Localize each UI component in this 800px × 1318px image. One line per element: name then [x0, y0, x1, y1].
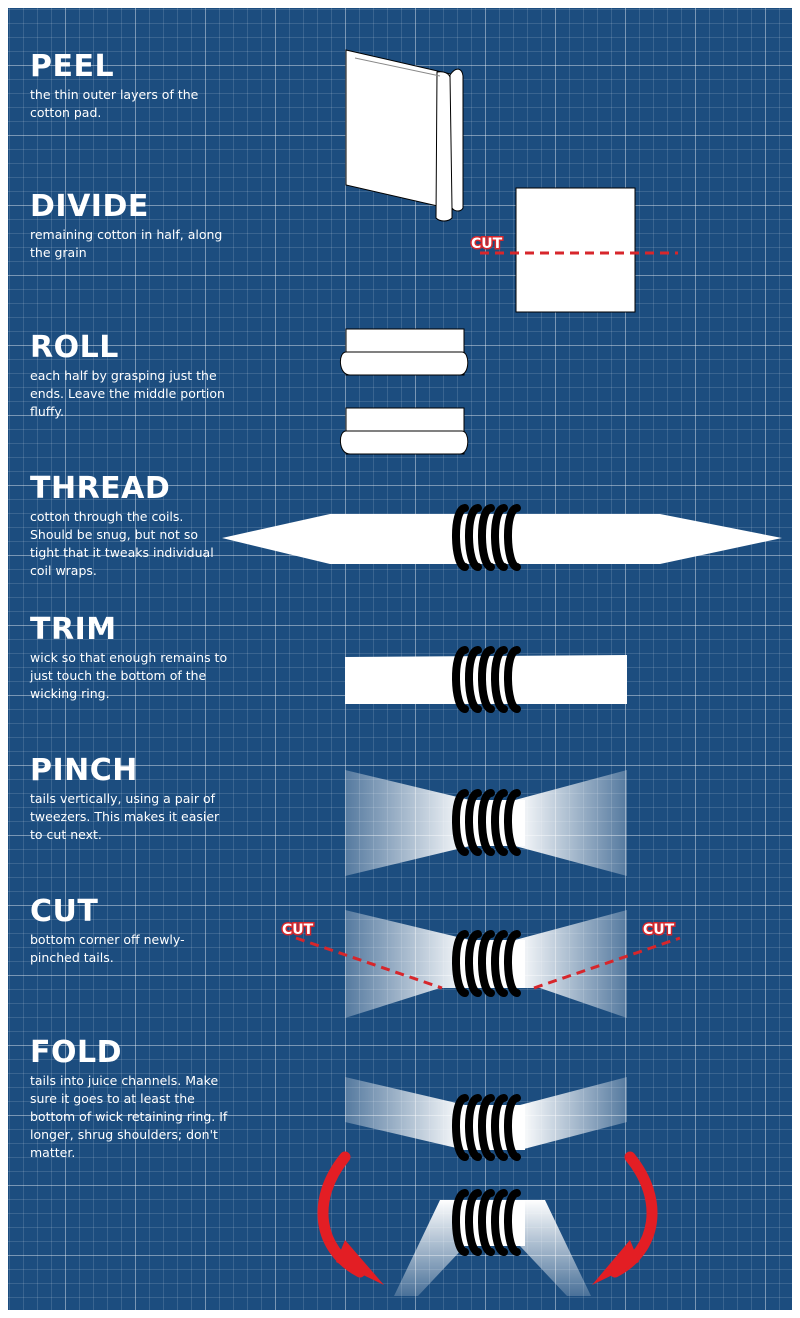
step-roll: ROLL each half by grasping just the ends… — [30, 331, 230, 421]
arrow-head-icon — [592, 1240, 639, 1285]
cut-label-right: CUT — [643, 922, 675, 938]
step-pinch: PINCH tails vertically, using a pair of … — [30, 754, 230, 844]
peel-cotton-pad-illustration — [345, 49, 464, 222]
step-title: PEEL — [30, 49, 115, 84]
step-divide: DIVIDE remaining cotton in half, along t… — [30, 190, 230, 262]
divide-cotton-illustration: CUT — [470, 187, 678, 313]
cut-label-left: CUT — [282, 922, 314, 938]
roll-cotton-illustration — [340, 328, 469, 455]
step-thread: THREAD cotton through the coils. Should … — [30, 472, 230, 580]
step-description: tails into juice channels. Make sure it … — [30, 1073, 228, 1160]
step-description: each half by grasping just the ends. Lea… — [30, 368, 225, 419]
step-description: the thin outer layers of the cotton pad. — [30, 87, 199, 120]
cut-wick-illustration: CUT CUT — [281, 910, 681, 1018]
step-title: ROLL — [30, 330, 119, 365]
cut-label: CUT — [471, 236, 503, 252]
step-description: cotton through the coils. Should be snug… — [30, 509, 214, 578]
pinch-wick-illustration — [345, 770, 627, 876]
step-fold: FOLD tails into juice channels. Make sur… — [30, 1036, 230, 1162]
cut-line-right — [533, 936, 681, 990]
step-description: wick so that enough remains to just touc… — [30, 650, 228, 701]
step-description: tails vertically, using a pair of tweeze… — [30, 791, 220, 842]
thread-wick-illustration — [222, 508, 782, 567]
step-title: PINCH — [30, 753, 138, 788]
step-title: FOLD — [30, 1035, 123, 1070]
cut-line-left — [295, 936, 443, 990]
arrow-head-icon — [336, 1240, 384, 1285]
step-title: THREAD — [30, 471, 171, 506]
step-title: TRIM — [30, 612, 117, 647]
step-title: DIVIDE — [30, 189, 149, 224]
step-peel: PEEL the thin outer layers of the cotton… — [30, 50, 230, 122]
step-cut: CUT bottom corner off newly-pinched tail… — [30, 895, 230, 967]
trim-wick-illustration — [345, 650, 627, 709]
step-title: CUT — [30, 894, 99, 929]
step-trim: TRIM wick so that enough remains to just… — [30, 613, 230, 703]
step-description: bottom corner off newly-pinched tails. — [30, 932, 185, 965]
step-description: remaining cotton in half, along the grai… — [30, 227, 223, 260]
fold-wick-illustration — [317, 1077, 658, 1296]
